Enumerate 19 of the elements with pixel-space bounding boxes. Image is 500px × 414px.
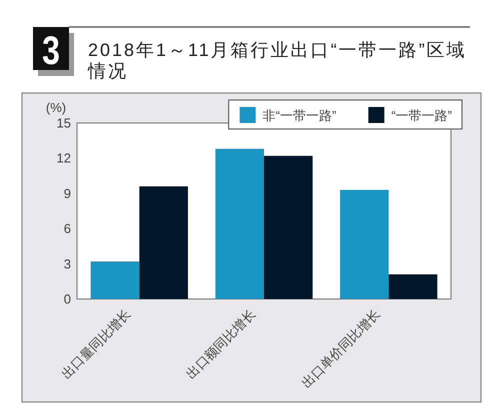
y-tick-label: 6 — [64, 221, 71, 236]
y-tick-label: 15 — [56, 116, 71, 130]
x-tick-label: 出口量同比增长 — [58, 306, 134, 382]
y-tick-label: 12 — [56, 150, 71, 166]
bar — [388, 274, 438, 299]
legend-label: “一带一路” — [391, 108, 452, 123]
bar — [264, 156, 313, 299]
bar — [139, 186, 188, 299]
bar — [90, 261, 140, 299]
y-tick-label: 0 — [64, 292, 71, 306]
x-tick-label: 出口额同比增长 — [183, 306, 258, 382]
x-tick-label: 出口单价同比增长 — [298, 306, 383, 391]
legend-label: 非“一带一路” — [262, 108, 336, 123]
chart-title: 2018年1～11月箱行业出口“一带一路”区域情况 — [87, 40, 467, 81]
bar — [340, 190, 389, 299]
bar — [215, 148, 264, 299]
y-tick-label: 3 — [64, 256, 71, 272]
y-axis-title: (%) — [46, 100, 66, 115]
y-tick-label: 9 — [64, 186, 71, 201]
